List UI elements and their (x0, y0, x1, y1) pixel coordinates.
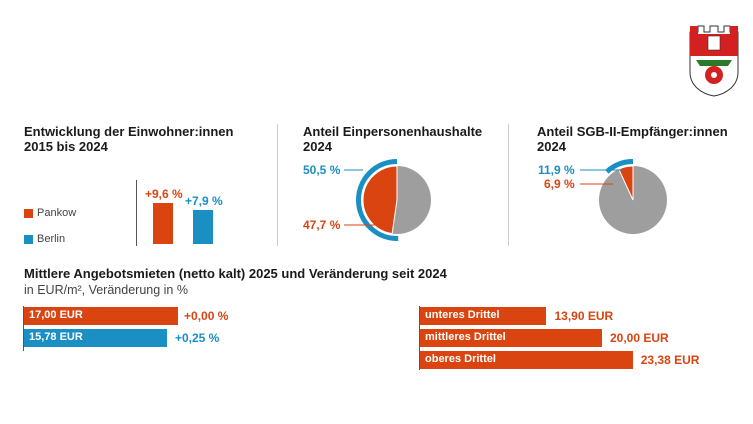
rent-subtitle: in EUR/m², Veränderung in % (24, 283, 188, 297)
tier-label-middle: mittleres Drittel (425, 331, 506, 343)
pie2 (580, 159, 667, 234)
legend-swatch-berlin (24, 235, 33, 244)
bar-label-pankow: +9,6 % (145, 187, 183, 201)
bar-label-berlin: +7,9 % (185, 194, 223, 208)
pie2-label-berlin: 11,9 % (538, 163, 575, 177)
bar-berlin (193, 210, 213, 244)
rent-value-berlin: 15,78 EUR (29, 331, 83, 343)
pie2-title: Anteil SGB-II-Empfänger:innen (537, 124, 728, 139)
pie-slice-pankow (362, 165, 398, 235)
rent-title: Mittlere Angebotsmieten (netto kalt) 202… (24, 266, 447, 281)
pie1-label-pankow: 47,7 % (303, 218, 341, 232)
pie1-title: Anteil Einpersonenhaushalte (303, 124, 483, 139)
pankow-coat-of-arms-icon (689, 25, 739, 97)
chart1-subtitle: 2015 bis 2024 (24, 139, 108, 154)
rent-bar-pankow: 17,00 EUR (24, 307, 179, 325)
pie2-subtitle: 2024 (537, 139, 566, 154)
tier-label-upper: oberes Drittel (425, 353, 496, 365)
divider (277, 124, 278, 246)
tier-bar-lower: unteres Drittel (420, 307, 547, 325)
pie1 (344, 159, 431, 241)
pie-ring-berlin (605, 159, 634, 174)
divider (508, 124, 509, 246)
tier-bar-upper: oberes Drittel (420, 351, 633, 369)
rent-change-berlin: +0,25 % (174, 331, 220, 345)
rent-change-pankow: +0,00 % (184, 309, 229, 323)
bar-pankow (153, 202, 173, 244)
pie1-subtitle: 2024 (303, 139, 332, 154)
legend-pankow: Pankow (37, 207, 77, 219)
tier-value-upper: 23,38 EUR (640, 353, 700, 367)
tier-label-lower: unteres Drittel (425, 309, 500, 321)
pie1-label-berlin: 50,5 % (303, 163, 341, 177)
axis-line (419, 306, 420, 370)
legend-berlin: Berlin (37, 233, 66, 245)
pie-ring-berlin (356, 159, 399, 241)
legend-swatch-pankow (24, 209, 33, 218)
pie2-label-pankow: 6,9 % (544, 177, 575, 191)
tier-bar-middle: mittleres Drittel (420, 329, 602, 347)
axis-line (23, 306, 24, 351)
tier-value-lower: 13,90 EUR (554, 309, 614, 323)
rent-value-pankow: 17,00 EUR (29, 309, 83, 321)
axis-line (136, 180, 137, 246)
tier-value-middle: 20,00 EUR (610, 331, 669, 345)
pie-slice-pankow (618, 165, 634, 201)
chart1-title: Entwicklung der Einwohner:innen (24, 124, 234, 139)
rent-bar-berlin: 15,78 EUR (24, 329, 167, 347)
